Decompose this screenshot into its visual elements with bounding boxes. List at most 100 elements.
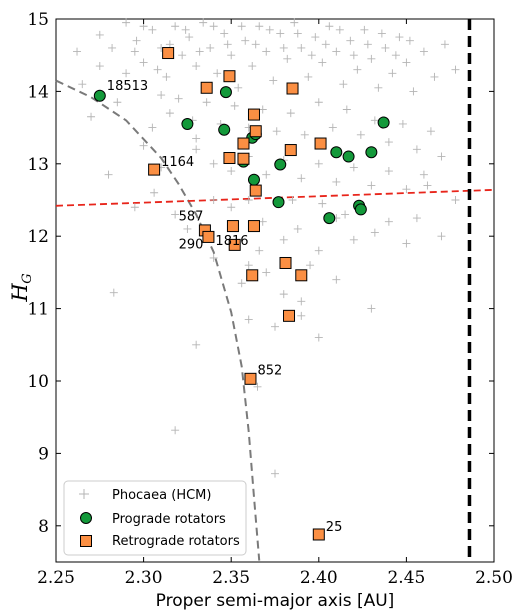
hcm-point [148, 123, 157, 132]
hcm-point [171, 210, 180, 219]
hcm-point [265, 25, 274, 34]
hcm-point [262, 268, 271, 277]
hcm-point [171, 22, 180, 31]
hcm-point [227, 51, 236, 60]
hcm-point [356, 130, 365, 139]
hcm-point [171, 426, 180, 435]
hcm-point [342, 105, 351, 114]
retrograde-point [286, 82, 299, 95]
retrograde-point [228, 238, 241, 251]
hcm-point [402, 239, 411, 248]
hcm-point [95, 62, 104, 71]
hcm-point [377, 29, 386, 38]
hcm-point [437, 232, 446, 241]
hcm-point [122, 18, 131, 27]
hcm-point [370, 116, 379, 125]
hcm-point [360, 25, 369, 34]
hcm-point [335, 25, 344, 34]
hcm-point [332, 47, 341, 56]
x-ticks: 2.25 2.30 2.35 2.40 2.45 2.50 [37, 19, 513, 588]
hcm-point [209, 253, 218, 262]
hcm-point [230, 101, 239, 110]
prograde-point [181, 117, 194, 130]
retrograde-point [226, 220, 239, 233]
hcm-point [332, 177, 341, 186]
hcm-point [423, 181, 432, 190]
hcm-point [402, 185, 411, 194]
x-tick-label: 2.45 [387, 568, 425, 588]
hcm-point [384, 167, 393, 176]
hcm-point [130, 47, 139, 56]
retrograde-point [249, 125, 262, 138]
hcm-point [297, 297, 306, 306]
legend-box [63, 480, 247, 556]
annotations: 18513 1164 587 290 1816 852 25 [107, 79, 343, 535]
hcm-point [353, 65, 362, 74]
hcm-point [297, 43, 306, 52]
hcm-point [346, 36, 355, 45]
legend-retrograde-label: Retrograde rotators [112, 534, 240, 549]
hcm-point [139, 141, 148, 150]
retrograde-point [223, 70, 236, 83]
hcm-point [109, 288, 118, 297]
hcm-point [419, 47, 428, 56]
retrograde-points [148, 47, 327, 541]
hcm-point [391, 51, 400, 60]
retrograde-point [244, 372, 257, 385]
hcm-point [332, 275, 341, 284]
hcm-point [297, 311, 306, 320]
hcm-point [157, 91, 166, 100]
hcm-point [412, 145, 421, 154]
y-tick-label: 11 [27, 300, 49, 320]
prograde-point [274, 158, 287, 171]
x-axis-label: Proper semi-major axis [AU] [156, 591, 395, 611]
hcm-point [451, 196, 460, 204]
retrograde-point [247, 108, 260, 121]
y-axis-label-subscript: G [20, 273, 35, 283]
hcm-point [206, 43, 215, 52]
retrograde-point [249, 184, 262, 197]
hcm-point [192, 145, 201, 154]
retrograde-point [284, 144, 297, 157]
hcm-point [183, 224, 192, 233]
hcm-point [349, 163, 358, 172]
hcm-point [288, 196, 297, 204]
gray-curve-group [55, 79, 261, 561]
hcm-point [339, 80, 348, 89]
red-line-group [55, 188, 495, 207]
hcm-point [283, 54, 292, 63]
hcm-point [95, 30, 104, 39]
hcm-point [185, 33, 194, 42]
hcm-point [234, 83, 243, 92]
hcm-point [341, 210, 350, 219]
hcm-point [384, 138, 393, 147]
y-tick-label: 9 [38, 444, 49, 464]
prograde-point [377, 116, 390, 129]
hcm-point [227, 203, 236, 212]
hcm-point [367, 304, 376, 313]
hcm-point [451, 65, 460, 74]
hcm-point [113, 98, 122, 107]
prograde-point [365, 146, 378, 159]
hcm-point [321, 40, 330, 49]
hcm-point [271, 322, 279, 331]
hcm-point [192, 62, 201, 71]
hcm-point [279, 290, 288, 299]
hcm-point [78, 80, 87, 89]
x-tick-label: 2.35 [212, 568, 250, 588]
hcm-point [279, 235, 288, 244]
hcm-point [381, 43, 390, 52]
hcm-point [248, 62, 257, 71]
legend-hcm-marker [79, 489, 89, 499]
prograde-point [218, 123, 231, 136]
hcm-point [130, 203, 139, 212]
annotation-label: 18513 [107, 79, 148, 94]
hcm-point [199, 18, 208, 27]
hcm-point [279, 43, 288, 52]
hcm-point [293, 224, 302, 233]
hcm-point [276, 29, 285, 38]
x-tick-label: 2.40 [300, 568, 338, 588]
hcm-point [314, 159, 323, 168]
annotation-label: 852 [257, 363, 282, 378]
